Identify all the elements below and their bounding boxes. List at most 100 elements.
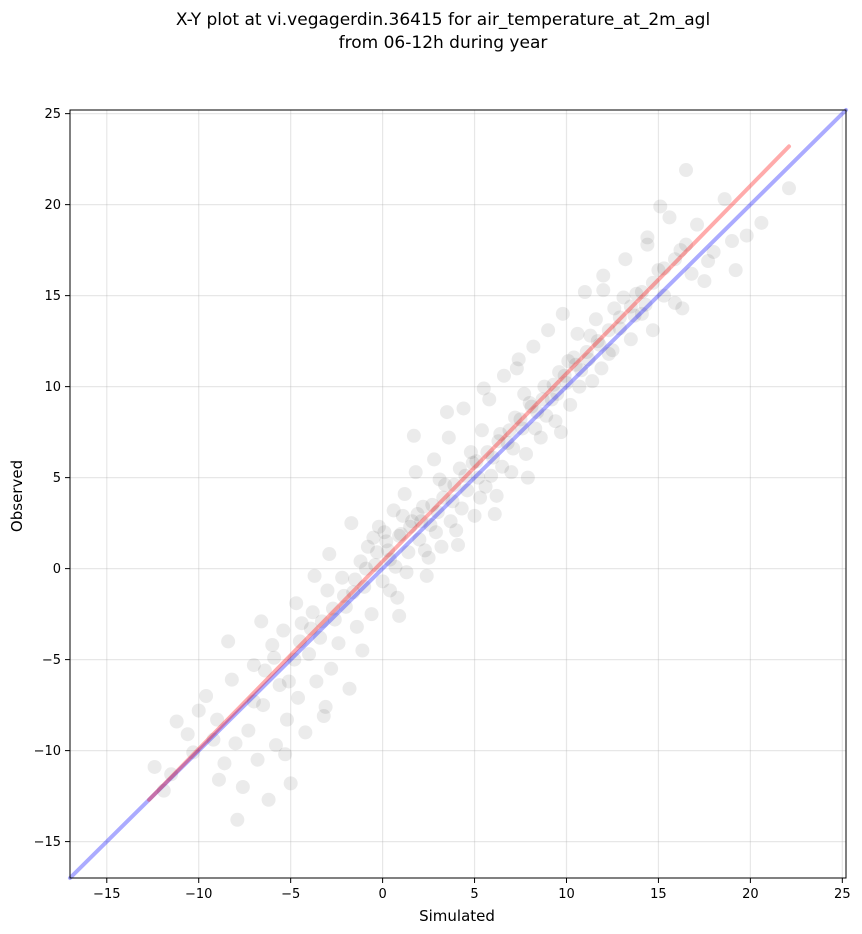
scatter-point — [465, 456, 480, 471]
scatter-point — [513, 412, 528, 427]
scatter-point — [629, 286, 644, 301]
y-tick-label: 5 — [53, 471, 61, 486]
y-tick-label: 10 — [44, 380, 61, 395]
scatter-point — [445, 494, 460, 509]
scatter-point — [392, 608, 407, 623]
scatter-point — [283, 776, 298, 791]
scatter-point — [463, 445, 478, 460]
scatter-point — [579, 345, 594, 360]
scatter-point — [382, 583, 397, 598]
scatter-point — [467, 508, 482, 523]
scatter-point — [366, 530, 381, 545]
scatter-point — [408, 465, 423, 480]
scatter-point — [539, 408, 554, 423]
scatter-point — [353, 554, 368, 569]
scatter-point — [210, 712, 225, 727]
scatter-point — [217, 756, 232, 771]
scatter-point — [673, 243, 688, 258]
scatter-point — [342, 681, 357, 696]
scatter-point — [291, 690, 306, 705]
scatter-point — [618, 252, 633, 267]
scatter-point — [697, 274, 712, 289]
scatter-point — [471, 470, 486, 485]
regression-line — [147, 144, 791, 802]
scatter-point — [509, 361, 524, 376]
scatter-point — [169, 714, 184, 729]
scatter-point — [566, 350, 581, 365]
scatter-point — [211, 772, 226, 787]
scatter-point — [250, 752, 265, 767]
scatter-point — [550, 386, 565, 401]
scatter-point — [325, 601, 340, 616]
scatter-point — [360, 539, 375, 554]
scatter-point — [447, 477, 462, 492]
scatter-point — [434, 539, 449, 554]
scatter-point — [557, 368, 572, 383]
scatter-point — [684, 266, 699, 281]
scatter-point — [180, 727, 195, 742]
scatter-point — [368, 557, 383, 572]
scatter-point — [500, 436, 515, 451]
scatter-point — [441, 430, 456, 445]
scatter-point — [781, 181, 796, 196]
scatter-point — [511, 352, 526, 367]
scatter-point — [623, 332, 638, 347]
scatter-point — [427, 452, 442, 467]
scatter-point — [656, 288, 671, 303]
scatter-point — [493, 426, 508, 441]
axis-ticks: −15 −10 −5 0 5 10 15 20 25 −15 −10 −5 0 5 10 15 20 25 — [34, 107, 851, 902]
scatter-point — [581, 352, 596, 367]
scatter-point — [653, 199, 668, 214]
scatter-point — [331, 636, 346, 651]
scatter-point — [491, 434, 506, 449]
x-tick-label: 10 — [558, 887, 575, 902]
scatter-point — [235, 780, 250, 795]
scatter-point — [717, 192, 732, 207]
scatter-point — [701, 254, 716, 269]
scatter-point — [634, 284, 649, 299]
scatter-point — [370, 545, 385, 560]
scatter-point — [524, 399, 539, 414]
scatter-point — [623, 299, 638, 314]
scatter-point — [449, 523, 464, 538]
scatter-point — [392, 528, 407, 543]
identity-line — [68, 108, 848, 880]
y-axis-label: Observed — [8, 460, 26, 532]
scatter-point — [436, 490, 451, 505]
scatter-point — [294, 616, 309, 631]
scatter-point — [428, 525, 443, 540]
y-tick-label: −5 — [42, 653, 61, 668]
x-tick-label: −10 — [185, 887, 212, 902]
scatter-point — [327, 612, 342, 627]
scatter-point — [577, 284, 592, 299]
scatter-point — [679, 163, 694, 178]
scatter-point — [458, 468, 473, 483]
scatter-point — [596, 268, 611, 283]
scatter-point — [634, 306, 649, 321]
scatter-point — [281, 674, 296, 689]
scatter-point — [206, 732, 221, 747]
scatter-point — [645, 323, 660, 338]
scatter-point — [393, 527, 408, 542]
scatter-point — [186, 745, 201, 760]
scatter-points — [147, 163, 796, 827]
y-tick-label: 0 — [53, 562, 61, 577]
scatter-point — [241, 723, 256, 738]
y-tick-label: 15 — [44, 289, 61, 304]
scatter-point — [268, 738, 283, 753]
scatter-point — [555, 306, 570, 321]
x-tick-label: 5 — [470, 887, 478, 902]
scatter-point — [561, 354, 576, 369]
scatter-point — [583, 328, 598, 343]
scatter-point — [314, 614, 329, 629]
scatter-point — [607, 301, 622, 316]
scatter-point — [430, 505, 445, 520]
scatter-point — [388, 559, 403, 574]
scatter-point — [739, 228, 754, 243]
scatter-point — [469, 454, 484, 469]
scatter-point — [335, 570, 350, 585]
scatter-point — [199, 689, 214, 704]
scatter-point — [552, 365, 567, 380]
